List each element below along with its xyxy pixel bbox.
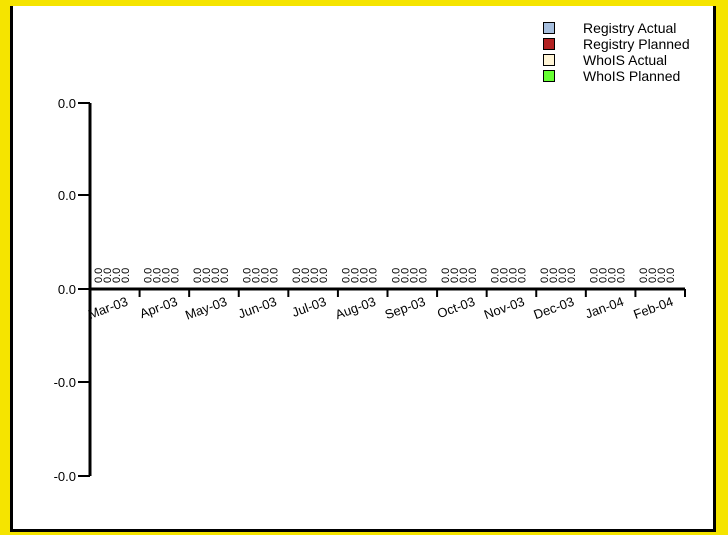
x-tick-label: Sep-03 (383, 294, 428, 322)
data-label: 0.0 (142, 268, 154, 283)
data-label: 0.0 (616, 268, 628, 283)
data-label: 0.0 (489, 268, 501, 283)
data-label: 0.0 (102, 268, 114, 283)
x-tick-label: Apr-03 (138, 294, 180, 321)
data-label: 0.0 (318, 268, 330, 283)
legend-item-registry-actual: Registry Actual (543, 20, 690, 36)
data-label: 0.0 (548, 268, 560, 283)
x-tick-label: Nov-03 (482, 294, 527, 322)
legend-swatch (543, 70, 555, 82)
chart: 0.00.00.0-0.0-0.00.00.00.00.0Mar-030.00.… (54, 96, 686, 484)
data-label: 0.0 (399, 268, 411, 283)
data-label: 0.0 (647, 268, 659, 283)
data-label: 0.0 (120, 268, 132, 283)
data-label: 0.0 (260, 268, 272, 283)
data-label: 0.0 (557, 268, 569, 283)
data-label: 0.0 (566, 268, 578, 283)
legend: Registry Actual Registry Planned WhoIS A… (543, 20, 690, 84)
legend-label: Registry Actual (583, 20, 677, 36)
data-label: 0.0 (417, 268, 429, 283)
data-label: 0.0 (242, 268, 254, 283)
data-label: 0.0 (111, 268, 123, 283)
x-tick-label: May-03 (183, 294, 229, 323)
legend-swatch (543, 22, 555, 34)
legend-item-whois-actual: WhoIS Actual (543, 52, 690, 68)
data-label: 0.0 (160, 268, 172, 283)
legend-label: WhoIS Planned (583, 68, 681, 84)
x-tick-label: Aug-03 (333, 294, 378, 322)
data-label: 0.0 (589, 268, 601, 283)
x-tick-label: Jun-03 (236, 294, 278, 322)
data-label: 0.0 (192, 268, 204, 283)
x-tick-label: Jan-04 (583, 294, 625, 322)
x-tick-label: Feb-04 (631, 294, 675, 322)
data-label: 0.0 (458, 268, 470, 283)
data-label: 0.0 (638, 268, 650, 283)
data-label: 0.0 (598, 268, 610, 283)
legend-item-registry-planned: Registry Planned (543, 36, 690, 52)
legend-label: WhoIS Actual (583, 52, 668, 68)
x-tick-label: Jul-03 (290, 294, 328, 320)
y-tick-label: -0.0 (54, 469, 76, 484)
y-tick-label: 0.0 (58, 282, 76, 297)
y-tick-label: 0.0 (58, 188, 76, 203)
data-label: 0.0 (607, 268, 619, 283)
y-tick-label: -0.0 (54, 375, 76, 390)
data-label: 0.0 (201, 268, 213, 283)
legend-label: Registry Planned (583, 36, 690, 52)
data-label: 0.0 (390, 268, 402, 283)
data-label: 0.0 (300, 268, 312, 283)
data-label: 0.0 (269, 268, 281, 283)
data-label: 0.0 (350, 268, 362, 283)
data-label: 0.0 (309, 268, 321, 283)
data-label: 0.0 (291, 268, 303, 283)
data-label: 0.0 (507, 268, 519, 283)
legend-swatch (543, 38, 555, 50)
legend-item-whois-planned: WhoIS Planned (543, 68, 690, 84)
data-label: 0.0 (665, 268, 677, 283)
data-label: 0.0 (656, 268, 668, 283)
data-label: 0.0 (408, 268, 420, 283)
data-label: 0.0 (368, 268, 380, 283)
data-label: 0.0 (440, 268, 452, 283)
plot-area: 0.0 0.0 0.0 -0.0 -0.0 0.0 0.0 0.0 0.0 Mar-03 0.0 0.… (10, 6, 716, 532)
data-label: 0.0 (210, 268, 222, 283)
data-label: 0.0 (359, 268, 371, 283)
data-label: 0.0 (93, 268, 105, 283)
data-label: 0.0 (498, 268, 510, 283)
data-label: 0.0 (449, 268, 461, 283)
data-label: 0.0 (341, 268, 353, 283)
data-label: 0.0 (516, 268, 528, 283)
data-label: 0.0 (539, 268, 551, 283)
data-label: 0.0 (219, 268, 231, 283)
x-tick-label: Mar-03 (86, 294, 130, 322)
legend-swatch (543, 54, 555, 66)
x-tick-label: Oct-03 (435, 294, 477, 321)
data-label: 0.0 (169, 268, 181, 283)
y-tick-label: 0.0 (58, 96, 76, 111)
data-label: 0.0 (467, 268, 479, 283)
data-label: 0.0 (151, 268, 163, 283)
data-label: 0.0 (251, 268, 263, 283)
x-tick-label: Dec-03 (532, 294, 577, 322)
